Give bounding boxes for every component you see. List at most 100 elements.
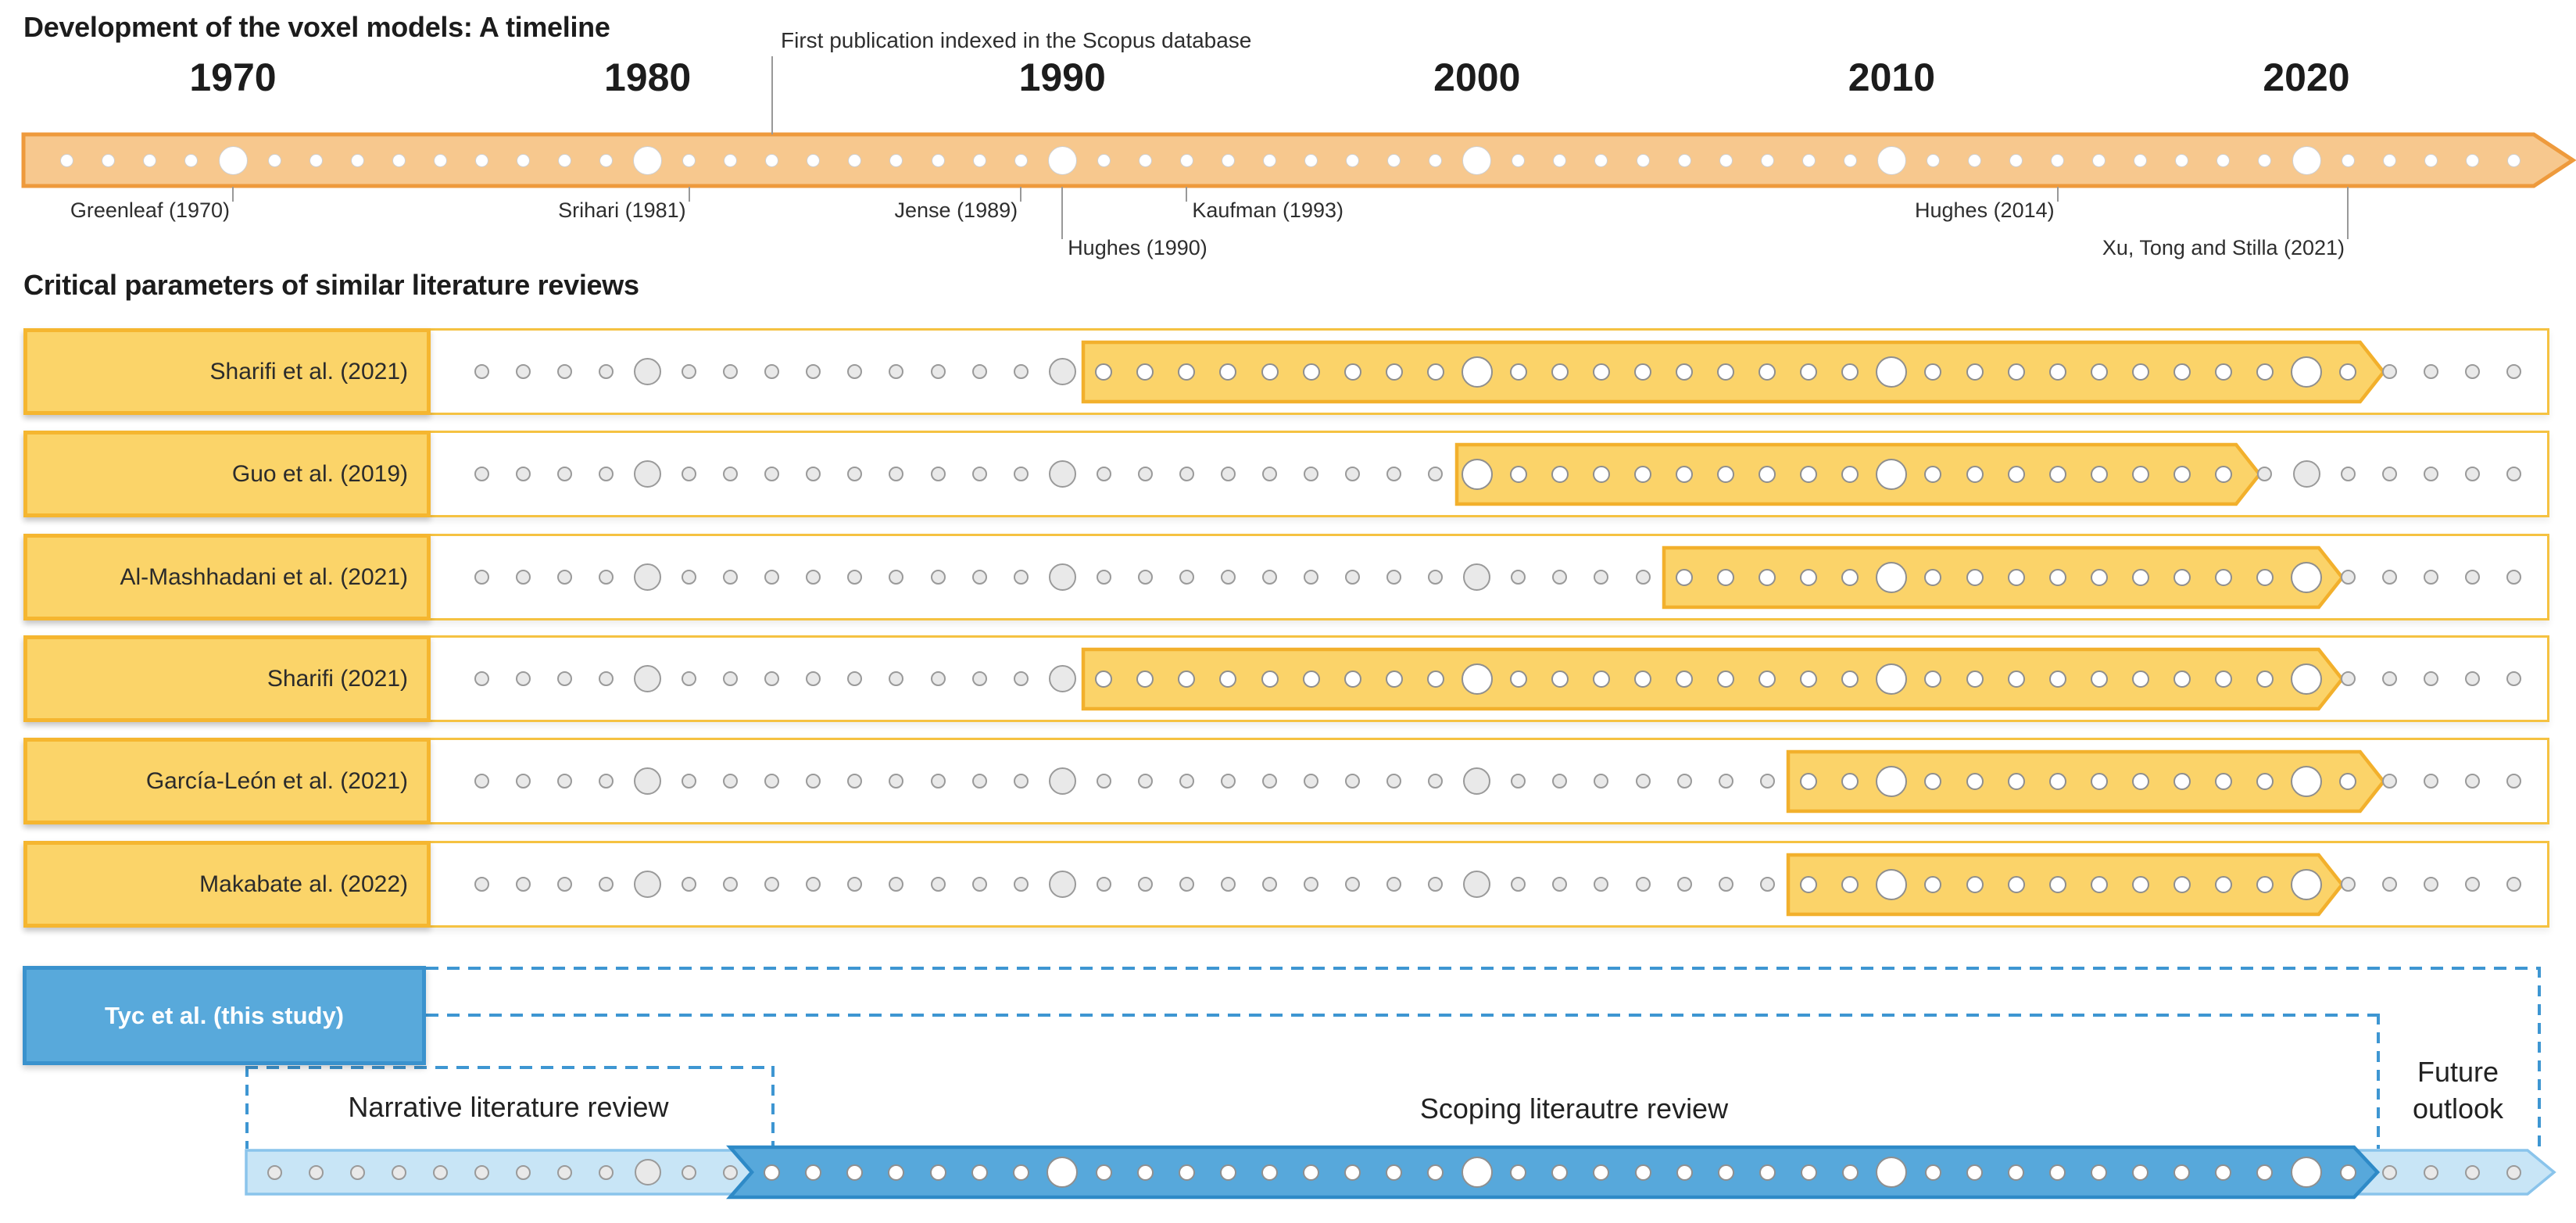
uncovered-year-dot [2506, 877, 2521, 892]
scoping-year-dot [1046, 1157, 1079, 1188]
covered-year-dot [1876, 458, 1908, 490]
uncovered-year-dot [1096, 467, 1111, 481]
covered-year-dot [1800, 465, 1818, 483]
uncovered-year-dot [847, 774, 863, 789]
uncovered-year-dot [2381, 570, 2397, 585]
year-dot [2175, 153, 2189, 167]
uncovered-year-dot [682, 467, 697, 481]
uncovered-year-dot [1262, 774, 1277, 789]
covered-year-dot [1966, 670, 1984, 688]
uncovered-year-dot [1386, 570, 1402, 585]
scoping-year-dot [1261, 1164, 1278, 1181]
uncovered-year-dot [930, 774, 946, 789]
covered-year-dot [1924, 875, 1942, 893]
uncovered-year-dot [2464, 467, 2480, 481]
covered-year-dot [1924, 363, 1942, 381]
uncovered-year-dot [1137, 877, 1153, 892]
uncovered-year-dot [1718, 774, 1733, 789]
covered-year-dot [1592, 363, 1610, 381]
uncovered-year-dot [474, 467, 489, 481]
uncovered-year-dot [764, 364, 780, 379]
uncovered-year-dot [806, 364, 821, 379]
covered-year-dot [1876, 356, 1908, 388]
covered-year-dot [1924, 465, 1942, 483]
uncovered-year-dot [1552, 774, 1568, 789]
year-dot [392, 153, 406, 167]
study-gray-year-dot [515, 1164, 531, 1180]
decade-dot [633, 145, 663, 175]
uncovered-year-dot [682, 570, 697, 585]
uncovered-year-dot [1304, 467, 1319, 481]
dashed-line-vertical [2377, 1014, 2380, 1149]
decade-dot [1462, 145, 1492, 175]
covered-year-dot [1302, 363, 1320, 381]
covered-year-dot [2007, 875, 2025, 893]
uncovered-year-dot [1759, 774, 1775, 789]
review-row-label: Makabate al. (2022) [23, 841, 431, 928]
uncovered-year-dot [474, 877, 489, 892]
uncovered-year-dot [889, 570, 904, 585]
uncovered-year-dot [723, 570, 739, 585]
study-gray-year-dot [2464, 1164, 2480, 1180]
year-dot [267, 153, 281, 167]
covered-year-dot [1634, 465, 1652, 483]
uncovered-year-dot [930, 570, 946, 585]
uncovered-year-dot [556, 877, 572, 892]
uncovered-year-dot [1463, 767, 1491, 795]
study-gray-year-dot [432, 1164, 448, 1180]
uncovered-year-dot [1428, 774, 1444, 789]
covered-year-dot [1876, 868, 1908, 900]
year-dot [1429, 153, 1443, 167]
annotation-label: Srihari (1981) [558, 198, 686, 222]
covered-year-dot [1592, 670, 1610, 688]
covered-year-dot [1841, 363, 1859, 381]
uncovered-year-dot [599, 671, 614, 686]
uncovered-year-dot [2464, 570, 2480, 585]
uncovered-year-dot [971, 364, 987, 379]
annotation-label: Jense (1989) [894, 198, 1018, 222]
review-row-label: García-León et al. (2021) [23, 738, 431, 824]
phase-label-scoping: Scoping literautre review [1419, 1092, 1729, 1125]
covered-year-dot [2214, 772, 2232, 790]
covered-year-dot [2214, 363, 2232, 381]
uncovered-year-dot [2340, 570, 2356, 585]
uncovered-year-dot [1428, 570, 1444, 585]
covered-year-dot [1758, 670, 1776, 688]
covered-year-dot [2256, 772, 2274, 790]
uncovered-year-dot [682, 671, 697, 686]
uncovered-year-dot [971, 467, 987, 481]
covered-year-dot [2007, 568, 2025, 586]
uncovered-year-dot [1220, 467, 1236, 481]
decade-label: 2020 [2263, 55, 2350, 99]
study-gray-year-dot [556, 1164, 572, 1180]
covered-year-dot [2291, 663, 2322, 695]
uncovered-year-dot [806, 671, 821, 686]
uncovered-year-dot [2464, 671, 2480, 686]
scoping-year-dot [1676, 1164, 1693, 1181]
covered-year-dot [2214, 670, 2232, 688]
uncovered-year-dot [682, 774, 697, 789]
uncovered-year-dot [1013, 467, 1029, 481]
uncovered-year-dot [1048, 563, 1076, 591]
uncovered-year-dot [2506, 570, 2521, 585]
covered-year-dot [1302, 670, 1320, 688]
uncovered-year-dot [1552, 570, 1568, 585]
year-dot [807, 153, 821, 167]
decade-label: 2010 [1848, 55, 1935, 99]
uncovered-year-dot [515, 774, 531, 789]
uncovered-year-dot [1304, 774, 1319, 789]
covered-year-dot [1509, 670, 1527, 688]
year-dot [2134, 153, 2148, 167]
covered-year-dot [1676, 465, 1694, 483]
covered-year-dot [2173, 670, 2191, 688]
covered-year-dot [1343, 670, 1361, 688]
uncovered-year-dot [1220, 570, 1236, 585]
uncovered-year-dot [1463, 871, 1491, 898]
uncovered-year-dot [2423, 570, 2438, 585]
covered-year-dot [1551, 670, 1569, 688]
scoping-year-dot [929, 1164, 946, 1181]
covered-year-dot [1136, 363, 1154, 381]
uncovered-year-dot [474, 364, 489, 379]
covered-year-dot [1219, 670, 1237, 688]
study-gray-year-dot [723, 1164, 739, 1180]
